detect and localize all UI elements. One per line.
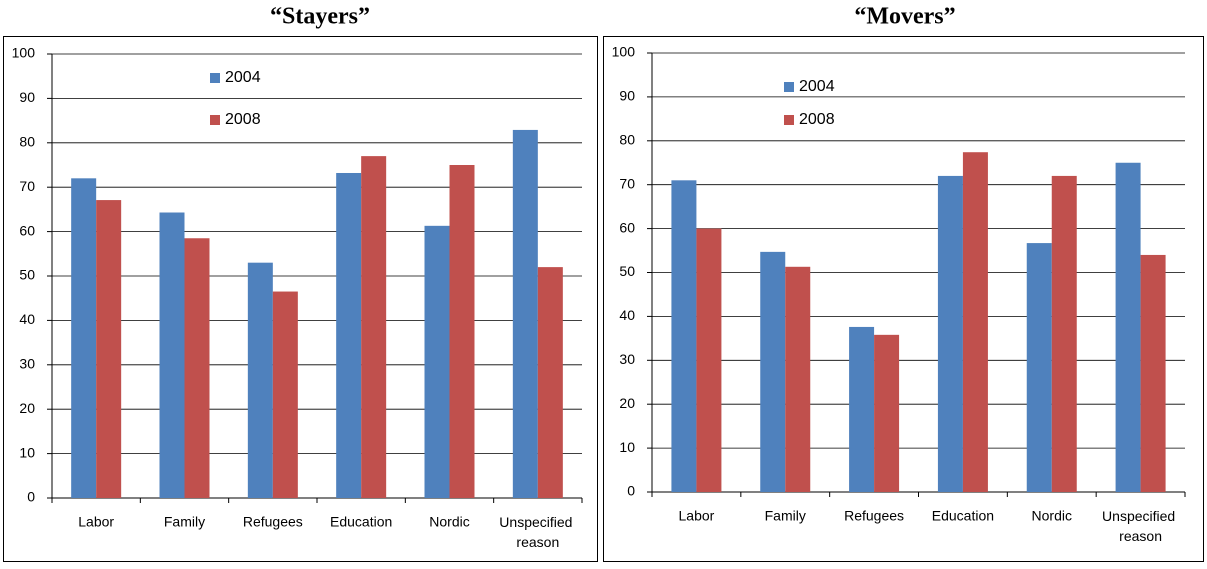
- y-tick-label: 60: [619, 219, 635, 235]
- y-tick-label: 90: [619, 88, 635, 104]
- bar: [336, 172, 362, 498]
- bar: [96, 200, 122, 499]
- x-tick-label: Unspecified reason: [1102, 508, 1179, 544]
- y-tick-label: 80: [19, 134, 35, 150]
- x-tick-label: Refugees: [243, 514, 303, 530]
- legend-label: 2004: [225, 69, 261, 86]
- x-tick-label: Family: [164, 514, 205, 530]
- y-tick-label: 70: [619, 175, 635, 191]
- chart-frame: [603, 36, 1204, 562]
- chart-frame: [3, 36, 598, 562]
- bar: [247, 262, 273, 498]
- bar: [671, 180, 697, 492]
- y-tick-label: 10: [19, 444, 35, 460]
- chart-title: “Movers”: [854, 4, 955, 30]
- chart-title: “Stayers”: [270, 4, 370, 30]
- y-tick-label: 60: [19, 222, 35, 238]
- bar: [184, 238, 210, 498]
- bar: [159, 212, 185, 498]
- x-tick-label: Labor: [679, 508, 715, 524]
- bar: [696, 228, 722, 492]
- bar: [449, 165, 475, 498]
- x-tick-label: Education: [330, 514, 392, 530]
- legend-label: 2008: [225, 111, 261, 128]
- x-tick-label: Family: [765, 508, 806, 524]
- y-tick-label: 20: [619, 395, 635, 411]
- y-tick-label: 30: [19, 356, 35, 372]
- legend-label: 2004: [799, 78, 835, 95]
- y-tick-label: 0: [27, 489, 35, 505]
- y-tick-label: 40: [19, 311, 35, 327]
- legend-swatch: [210, 73, 220, 83]
- bar: [424, 225, 450, 498]
- y-tick-label: 30: [619, 351, 635, 367]
- bar: [1115, 162, 1141, 492]
- bar: [537, 267, 563, 498]
- legend-swatch: [784, 115, 794, 125]
- y-tick-label: 10: [619, 439, 635, 455]
- y-tick-label: 70: [19, 178, 35, 194]
- bar: [1026, 243, 1052, 492]
- y-tick-label: 50: [619, 263, 635, 279]
- x-tick-label: Nordic: [429, 514, 469, 530]
- bar: [1051, 175, 1077, 493]
- y-tick-label: 100: [612, 44, 636, 60]
- bar: [1140, 254, 1166, 492]
- y-tick-label: 20: [19, 400, 35, 416]
- legend-label: 2008: [799, 111, 835, 128]
- bar: [874, 334, 900, 492]
- x-tick-label: Nordic: [1032, 508, 1072, 524]
- bar: [71, 178, 97, 498]
- bar: [937, 175, 963, 493]
- x-tick-label: Refugees: [844, 508, 904, 524]
- y-tick-label: 90: [19, 89, 35, 105]
- y-tick-label: 40: [619, 307, 635, 323]
- x-tick-label: Unspecified reason: [499, 514, 576, 550]
- bar: [785, 266, 811, 492]
- bar: [760, 251, 786, 492]
- bar: [962, 152, 988, 493]
- legend-swatch: [210, 115, 220, 125]
- bar: [512, 129, 538, 498]
- y-tick-label: 50: [19, 267, 35, 283]
- bar: [361, 156, 387, 498]
- y-tick-label: 0: [627, 483, 635, 499]
- bar: [272, 291, 298, 498]
- x-tick-label: Education: [932, 508, 994, 524]
- legend-swatch: [784, 82, 794, 92]
- x-tick-label: Labor: [78, 514, 114, 530]
- bar: [849, 326, 875, 492]
- y-tick-label: 80: [619, 132, 635, 148]
- y-tick-label: 100: [12, 45, 36, 61]
